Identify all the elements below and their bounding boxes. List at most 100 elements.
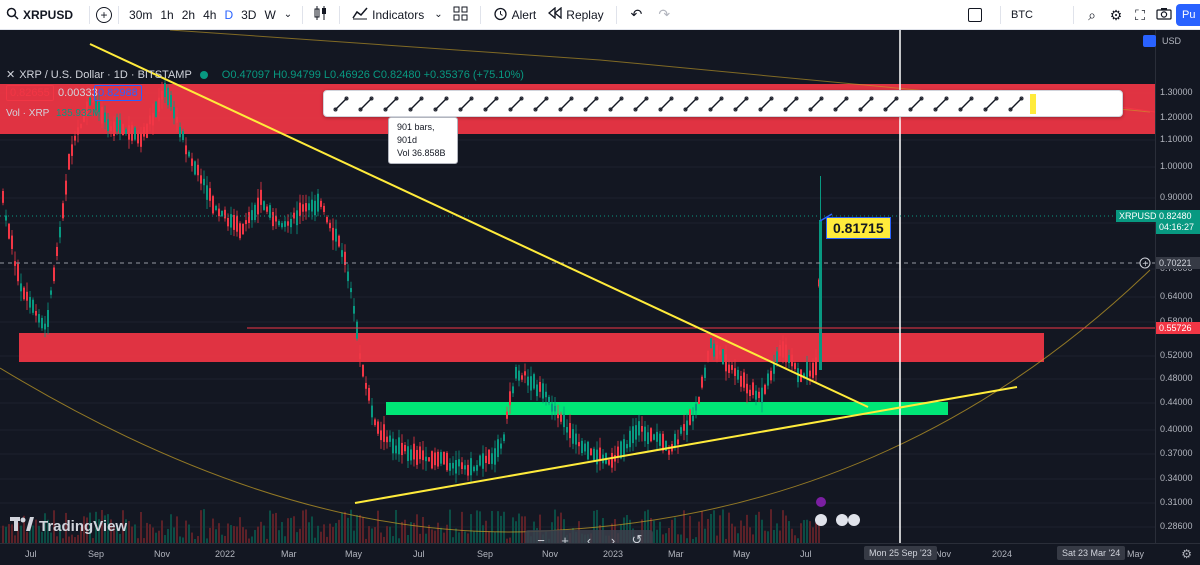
- chevron-down-icon[interactable]: ⌄: [434, 9, 443, 20]
- cross-line-icon[interactable]: [878, 91, 903, 116]
- event-icon[interactable]: [816, 497, 826, 507]
- vertical-line-icon[interactable]: [828, 91, 853, 116]
- candle-body: [149, 115, 151, 125]
- compare-symbol[interactable]: BTC: [1011, 9, 1033, 21]
- price-axis[interactable]: 1.300001.200001.100001.000000.900000.800…: [1116, 30, 1200, 543]
- volume-bar: [458, 532, 460, 543]
- xabcd-pattern-icon[interactable]: [728, 91, 753, 116]
- volume-bar: [338, 519, 340, 543]
- price-range-icon[interactable]: [603, 91, 628, 116]
- crosshair-plus-icon[interactable]: [1139, 257, 1151, 269]
- timeframe-d[interactable]: D: [224, 7, 234, 22]
- flag-us-icon[interactable]: [815, 514, 827, 526]
- volume-bar: [755, 514, 757, 543]
- text-icon[interactable]: [778, 91, 803, 116]
- candle-body: [512, 386, 514, 394]
- undo-icon[interactable]: ↶: [630, 6, 643, 22]
- search-icon[interactable]: ⌕: [1088, 6, 1096, 23]
- elliott-wave-icon[interactable]: [678, 91, 703, 116]
- chevron-down-icon[interactable]: ⌄: [283, 9, 293, 20]
- gear-icon[interactable]: ⚙: [1109, 6, 1123, 23]
- volume-bar: [191, 532, 193, 543]
- currency-button[interactable]: [1143, 35, 1156, 47]
- settings-icon[interactable]: ⚙: [1181, 547, 1192, 561]
- arc-curve[interactable]: [0, 269, 1151, 533]
- ask-price[interactable]: 0.82988: [94, 85, 142, 101]
- info-line-icon[interactable]: [903, 91, 928, 116]
- pitchfork-icon[interactable]: [378, 91, 403, 116]
- timeframe-w[interactable]: W: [264, 7, 276, 22]
- volume-bar: [392, 536, 394, 543]
- timeframe-30m[interactable]: 30m: [129, 7, 153, 22]
- fib-grid-icon[interactable]: [553, 91, 578, 116]
- timeframe-3d[interactable]: 3D: [241, 7, 257, 22]
- rectangle-icon[interactable]: [403, 91, 428, 116]
- currency-label[interactable]: USD: [1162, 36, 1182, 46]
- tradingview-logo[interactable]: TradingView: [10, 517, 127, 535]
- flag-us-icon[interactable]: [848, 514, 860, 526]
- timeframe-1h[interactable]: 1h: [160, 7, 174, 22]
- alert-button[interactable]: Alert: [487, 6, 543, 24]
- chart-pane[interactable]: + ✕ XRP / U.S. Dollar · 1D · BITSTAMP O0…: [0, 30, 1155, 543]
- camera-icon[interactable]: [1152, 7, 1176, 23]
- scroll-left-icon[interactable]: ‹: [586, 532, 592, 544]
- symbol-search[interactable]: XRPUSD: [0, 7, 83, 23]
- flag-us-icon[interactable]: [836, 514, 848, 526]
- candle-body: [470, 458, 472, 476]
- candle-body: [158, 97, 160, 112]
- volume-bar: [428, 524, 430, 543]
- candle-body: [653, 434, 655, 440]
- extended-line-icon[interactable]: [853, 91, 878, 116]
- timeframe-2h[interactable]: 2h: [181, 7, 196, 22]
- arrow-down-icon[interactable]: [928, 91, 953, 116]
- descending-trendline[interactable]: [89, 43, 869, 408]
- volume-bar: [368, 526, 370, 543]
- volume-bar: [350, 509, 352, 543]
- highlight-marker[interactable]: [1030, 93, 1036, 114]
- trend-line-icon[interactable]: [328, 91, 353, 116]
- timeframe-4h[interactable]: 4h: [203, 7, 217, 22]
- abcd-pattern-icon[interactable]: [703, 91, 728, 116]
- replay-button[interactable]: Replay: [542, 6, 609, 22]
- fullscreen-icon[interactable]: ⛶: [1135, 6, 1145, 23]
- callout-icon[interactable]: [428, 91, 453, 116]
- brush-icon[interactable]: [453, 91, 478, 116]
- bid-price[interactable]: 0.82655: [6, 85, 54, 101]
- tv-logo-icon: [10, 517, 34, 535]
- drawing-toolbar: [323, 90, 1123, 117]
- templates-icon[interactable]: [447, 6, 474, 24]
- reset-icon[interactable]: ↺: [631, 532, 643, 543]
- horizontal-line-icon[interactable]: [628, 91, 653, 116]
- price-callout[interactable]: 0.81715: [826, 217, 891, 239]
- support-zone[interactable]: [386, 402, 948, 415]
- candles-icon[interactable]: [309, 5, 333, 24]
- long-position-icon[interactable]: [753, 91, 778, 116]
- circle-icon[interactable]: [1003, 91, 1028, 116]
- regression-icon[interactable]: [528, 91, 553, 116]
- arrow-line-icon[interactable]: [803, 91, 828, 116]
- candle-body: [179, 126, 181, 138]
- volume-bar: [809, 521, 811, 543]
- publish-button[interactable]: Pu: [1176, 4, 1200, 26]
- redo-icon[interactable]: ↷: [658, 6, 671, 22]
- date-range-icon[interactable]: [578, 91, 603, 116]
- parallel-channel-icon[interactable]: [503, 91, 528, 116]
- candle-body: [119, 120, 121, 134]
- indicators-button[interactable]: Indicators: [346, 6, 430, 23]
- add-symbol-icon[interactable]: +: [96, 6, 113, 23]
- zoom-in-icon[interactable]: +: [561, 532, 569, 544]
- resistance-zone-mid[interactable]: [19, 333, 1044, 362]
- ascending-trendline[interactable]: [354, 386, 1018, 504]
- arrow-up-icon[interactable]: [953, 91, 978, 116]
- time-axis[interactable]: Jul Sep Nov 2022 Mar May Jul Sep Nov 2023 Mar May Ju…: [0, 543, 1200, 565]
- volume-bar: [539, 514, 541, 543]
- ray-icon[interactable]: [353, 91, 378, 116]
- legend-title[interactable]: XRP / U.S. Dollar · 1D · BITSTAMP: [19, 68, 192, 81]
- zoom-out-icon[interactable]: −: [537, 532, 545, 544]
- layout-icon[interactable]: [968, 8, 982, 22]
- path-icon[interactable]: [478, 91, 503, 116]
- close-icon[interactable]: ✕: [6, 69, 16, 81]
- arrow-right-icon[interactable]: [978, 91, 1003, 116]
- horizontal-ray-icon[interactable]: [653, 91, 678, 116]
- scroll-right-icon[interactable]: ›: [610, 532, 616, 544]
